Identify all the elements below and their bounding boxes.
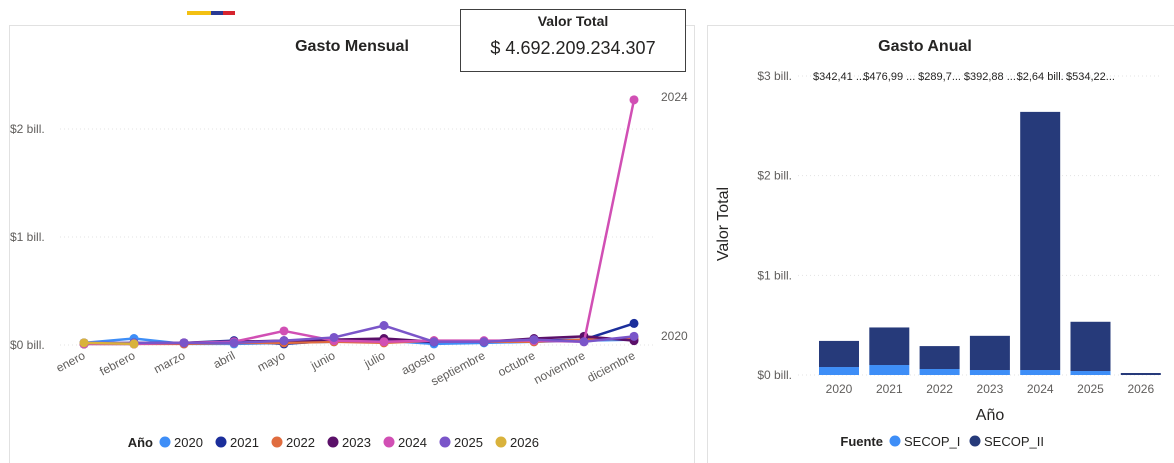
monthly-point-2025 (279, 336, 289, 346)
annual-bar-SECOP_II-2023 (969, 335, 1010, 371)
total-value-amount: $ 4.692.209.234.307 (490, 38, 656, 58)
annual-y-tick: $3 bill. (757, 69, 792, 83)
total-value-label: Valor Total (537, 13, 609, 29)
annual-x-tick: 2021 (876, 382, 903, 396)
monthly-point-2025 (429, 337, 439, 347)
annual-x-tick: 2024 (1027, 382, 1054, 396)
monthly-y-tick: $0 bill. (10, 338, 45, 352)
annual-legend-label-SECOP_I: SECOP_I (904, 434, 960, 449)
annual-spend-panel (707, 25, 1174, 463)
annual-x-tick: 2025 (1077, 382, 1104, 396)
annual-bar-SECOP_II-2021 (869, 327, 910, 366)
monthly-legend-marker-2020 (159, 436, 171, 448)
monthly-legend-marker-2024 (383, 436, 395, 448)
monthly-point-2024 (379, 337, 389, 347)
monthly-point-2025 (329, 332, 339, 342)
monthly-point-2025 (529, 335, 539, 345)
annual-legend-title: Fuente (840, 434, 883, 449)
monthly-legend-label-2021: 2021 (230, 435, 259, 450)
annual-total-label: $476,99 ... (863, 71, 915, 83)
annual-total-label: $2,64 bill. (1017, 71, 1064, 83)
monthly-point-2026 (79, 338, 89, 348)
annual-y-tick: $0 bill. (757, 368, 792, 382)
total-value-card[interactable]: Valor Total $ 4.692.209.234.307 (460, 9, 686, 72)
monthly-series-line-2026 (83, 341, 135, 346)
flag-red (223, 11, 235, 15)
annual-chart-title: Gasto Anual (878, 38, 972, 55)
monthly-end-label-2024: 2024 (661, 90, 688, 104)
annual-bar-SECOP_II-2026 (1120, 373, 1161, 375)
flag-blue (211, 11, 223, 15)
monthly-chart-title: Gasto Mensual (295, 38, 409, 55)
flag-yellow (187, 11, 211, 15)
monthly-point-2025 (579, 337, 589, 347)
monthly-point-2025 (179, 338, 189, 348)
monthly-point-2025 (379, 321, 389, 331)
monthly-spend-panel (9, 25, 695, 463)
annual-bar-SECOP_I-2021 (869, 365, 910, 375)
monthly-point-2021 (629, 318, 639, 328)
monthly-point-2024 (629, 95, 639, 105)
annual-bar-SECOP_I-2024 (1020, 370, 1061, 375)
monthly-y-tick: $1 bill. (10, 230, 45, 244)
annual-x-tick: 2026 (1127, 382, 1154, 396)
annual-total-label: $534,22... (1066, 71, 1115, 83)
monthly-legend-marker-2026 (495, 436, 507, 448)
annual-legend-marker-SECOP_I (889, 435, 901, 447)
monthly-end-label-2020: 2020 (661, 329, 688, 343)
monthly-point-2025 (629, 331, 639, 341)
monthly-line-chart[interactable]: Gasto Mensual$0 bill.$1 bill.$2 bill.ene… (0, 0, 700, 463)
annual-legend-marker-SECOP_II (969, 435, 981, 447)
annual-bar-SECOP_II-2025 (1070, 321, 1111, 372)
monthly-legend-marker-2021 (215, 436, 227, 448)
annual-x-axis-title: Año (976, 407, 1005, 424)
monthly-legend-label-2020: 2020 (174, 435, 203, 450)
monthly-point-2025 (229, 338, 239, 348)
annual-total-label: $392,88 ... (964, 71, 1016, 83)
annual-total-label: $289,7... (918, 71, 961, 83)
monthly-legend-title: Año (128, 435, 153, 450)
monthly-legend-label-2023: 2023 (342, 435, 371, 450)
annual-legend-label-SECOP_II: SECOP_II (984, 434, 1044, 449)
monthly-point-2024 (279, 326, 289, 336)
annual-y-tick: $2 bill. (757, 169, 792, 183)
monthly-legend-label-2024: 2024 (398, 435, 427, 450)
annual-bar-SECOP_II-2022 (919, 346, 960, 370)
flag-stripe (187, 11, 235, 15)
annual-bar-SECOP_II-2020 (819, 340, 859, 368)
monthly-legend-label-2026: 2026 (510, 435, 539, 450)
annual-bar-SECOP_I-2023 (969, 370, 1010, 375)
monthly-legend-label-2022: 2022 (286, 435, 315, 450)
annual-y-axis-title: Valor Total (715, 187, 732, 261)
monthly-legend-marker-2022 (271, 436, 283, 448)
annual-bar-SECOP_I-2025 (1070, 371, 1111, 375)
annual-x-tick: 2020 (826, 382, 853, 396)
monthly-series-line-2025 (84, 324, 635, 345)
annual-bar-SECOP_II-2024 (1020, 111, 1061, 371)
monthly-legend-label-2025: 2025 (454, 435, 483, 450)
annual-y-tick: $1 bill. (757, 268, 792, 282)
annual-x-tick: 2022 (926, 382, 953, 396)
annual-total-label: $342,41 ... (813, 71, 865, 83)
monthly-y-tick: $2 bill. (10, 122, 45, 136)
monthly-point-2026 (129, 339, 139, 349)
monthly-legend-marker-2023 (327, 436, 339, 448)
monthly-point-2025 (479, 337, 489, 347)
annual-bar-SECOP_I-2022 (919, 369, 960, 375)
annual-bar-SECOP_I-2020 (819, 367, 859, 375)
annual-x-tick: 2023 (977, 382, 1004, 396)
monthly-legend-marker-2025 (439, 436, 451, 448)
